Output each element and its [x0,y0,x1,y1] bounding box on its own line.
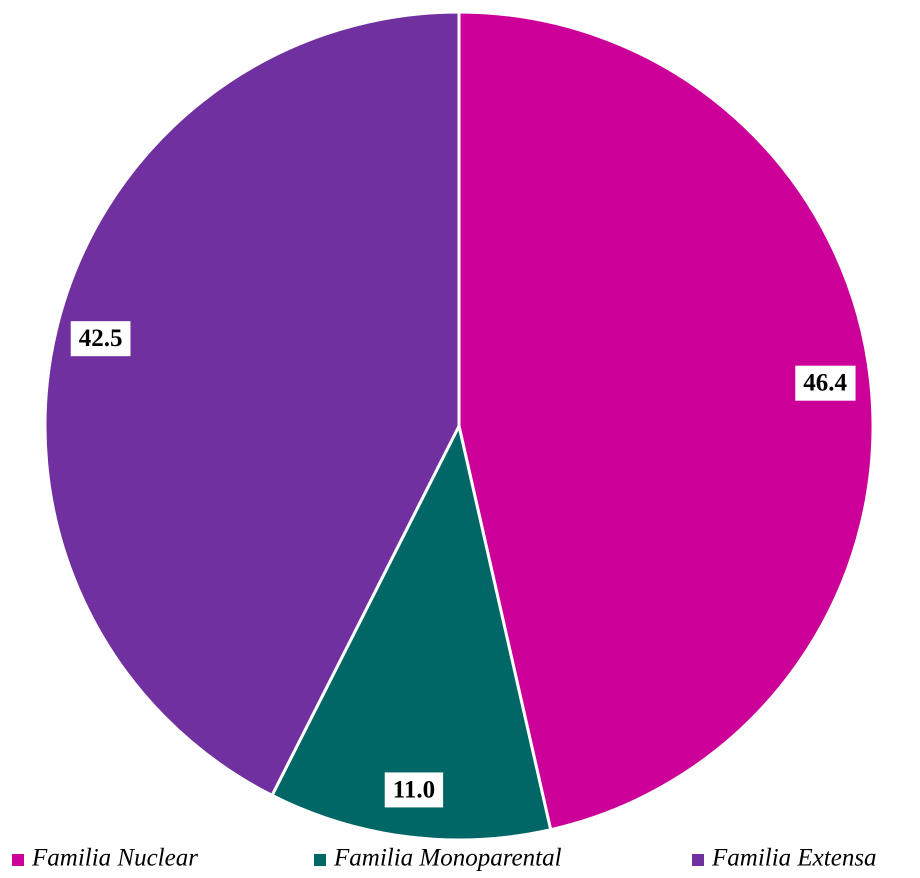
data-label: 42.5 [70,321,131,357]
pie-slice [457,10,875,832]
data-label-text: 42.5 [79,325,123,352]
data-label-text: 11.0 [393,776,435,803]
data-label-box [384,772,444,808]
pie-slice [270,421,553,842]
data-label-box [795,365,856,401]
legend-swatch [692,854,704,866]
legend-label: Familia Extensa [711,845,877,872]
legend-label: Familia Nuclear [31,845,198,872]
data-label-text: 46.4 [803,370,847,397]
legend-swatch [12,854,24,866]
data-label: 11.0 [384,772,444,808]
pie-slice [43,10,461,798]
data-label: 46.4 [795,365,856,401]
legend-label: Familia Monoparental [333,845,562,872]
data-label-box [70,321,131,357]
legend-swatch [314,854,326,866]
